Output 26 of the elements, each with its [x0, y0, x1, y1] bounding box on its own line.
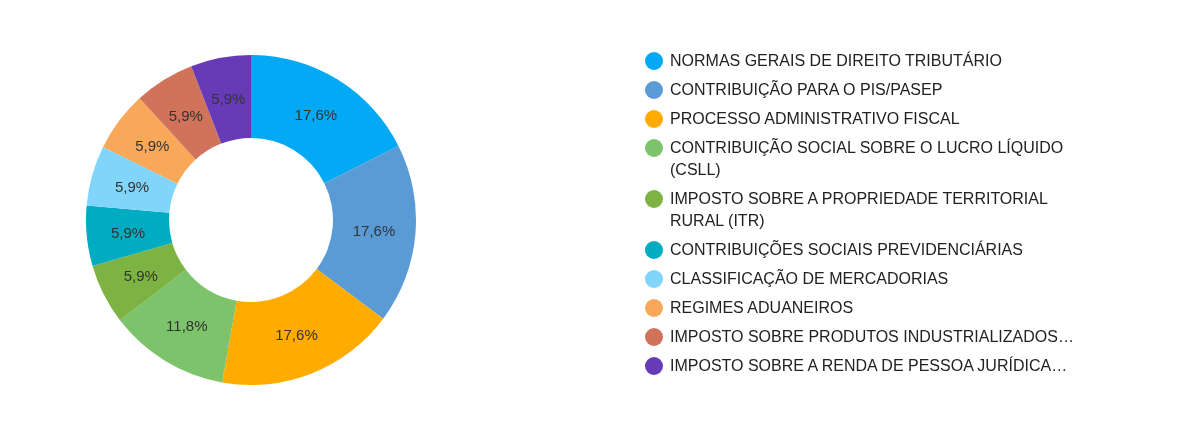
data-label: 5,9% — [211, 90, 246, 108]
data-label: 5,9% — [110, 223, 146, 241]
data-label: 17,6% — [352, 222, 396, 240]
legend-label: PROCESSO ADMINISTRATIVO FISCAL — [670, 109, 960, 129]
data-label: 5,9% — [114, 178, 150, 196]
legend-label: IMPOSTO SOBRE PRODUTOS INDUSTRIALIZADOS… — [670, 327, 1074, 347]
data-label: 17,6% — [275, 326, 318, 344]
data-label: 5,9% — [123, 267, 158, 285]
donut-slice — [119, 269, 237, 383]
donut-slice — [86, 205, 173, 267]
legend-label: CLASSIFICAÇÃO DE MERCADORIAS — [670, 268, 949, 289]
legend-label: CONTRIBUIÇÕES SOCIAIS PREVIDENCIÁRIAS — [670, 239, 1023, 260]
legend-label: IMPOSTO SOBRE A RENDA DE PESSOA JURÍDICA… — [670, 355, 1068, 376]
legend-label: CONTRIBUIÇÃO PARA O PIS/PASEP — [670, 79, 943, 100]
legend-label: REGIMES ADUANEIROS — [670, 298, 854, 318]
data-label: 11,8% — [166, 317, 208, 334]
data-label: 17,6% — [294, 106, 338, 124]
legend-label: CONTRIBUIÇÃO SOCIAL SOBRE O LUCRO LÍQUIDO (CSLL) — [670, 137, 1065, 180]
data-label: 5,9% — [135, 137, 170, 155]
donut-slice — [92, 242, 186, 321]
donut-slice — [316, 146, 416, 319]
donut-slice — [251, 55, 399, 184]
donut-slice — [222, 269, 384, 385]
data-label: 5,9% — [168, 106, 203, 124]
legend-label: IMPOSTO SOBRE A PROPRIEDADE TERRITORIAL RURAL (ITR) — [670, 189, 1049, 231]
legend-label: NORMAS GERAIS DE DIREITO TRIBUTÁRIO — [670, 50, 1002, 71]
